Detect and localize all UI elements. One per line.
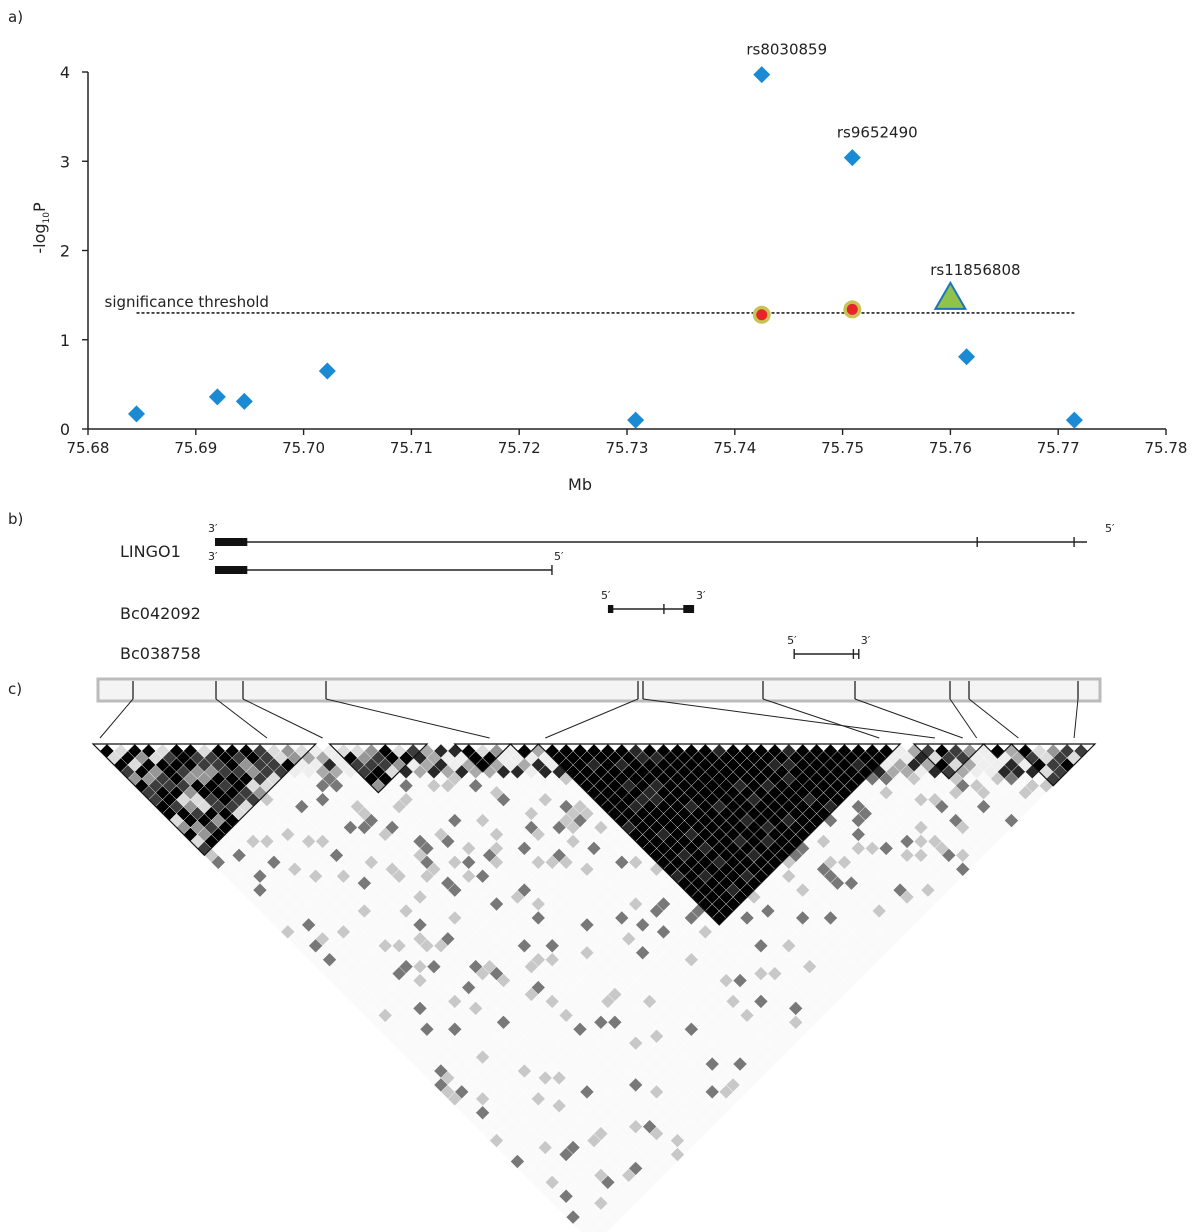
strand-end-label: 3′	[208, 550, 218, 563]
exon-block	[215, 566, 248, 574]
association-plot: 75.68 75.69 75.70 75.71 75.72 75.73 75.74 75.75…	[30, 41, 1187, 494]
snp-connector	[215, 698, 268, 739]
snp-label: rs8030859	[746, 41, 827, 59]
strand-end-label: 3′	[208, 522, 218, 535]
diamond-point	[1065, 411, 1083, 429]
strand-end-label: 5′	[787, 634, 797, 647]
x-tick-label: 75.76	[929, 439, 972, 457]
snp-connector	[242, 698, 323, 739]
x-tick-label: 75.77	[1037, 439, 1080, 457]
haplotype-block-outline	[91, 743, 318, 857]
haplotype-block-outline	[536, 743, 902, 926]
diamond-point	[208, 388, 226, 406]
snp-connector	[1073, 698, 1079, 739]
gene-name: LINGO1	[120, 542, 181, 561]
snp-bar	[96, 677, 1102, 703]
x-tick-label: 75.72	[498, 439, 541, 457]
snp-label: rs11856808	[930, 261, 1020, 279]
snp-label: rs9652490	[837, 124, 918, 142]
snp-connector	[949, 698, 978, 739]
snp-connector	[854, 698, 963, 739]
strand-end-label: 5′	[1105, 522, 1115, 535]
haplotype-block-outline	[509, 743, 540, 759]
strand-end-label: 3′	[861, 634, 871, 647]
exon-block	[215, 538, 248, 546]
haplotype-block-outline	[328, 743, 429, 794]
haplotype-block-outline	[982, 743, 1013, 759]
y-tick-label: 1	[60, 331, 70, 350]
significance-threshold-label: significance threshold	[105, 293, 269, 311]
y-axis-label: -log10P	[30, 202, 52, 254]
exon-block	[683, 605, 695, 613]
axis-ticks: 75.68 75.69 75.70 75.71 75.72 75.73 75.74 75.75…	[60, 63, 1188, 457]
haplotype-block-outline	[912, 743, 986, 780]
x-tick-label: 75.78	[1145, 439, 1188, 457]
x-tick-label: 75.70	[282, 439, 325, 457]
gene-tracks: LINGO1 3′ 5′ 3′ 5′ Bc042092 5′ 3′ Bc038758 5′ 3′	[120, 522, 1115, 663]
diamond-point	[128, 405, 146, 423]
triangle-point	[933, 280, 968, 310]
y-tick-label: 4	[60, 63, 70, 82]
haplotype-block-outline	[453, 743, 512, 773]
snp-connector	[545, 698, 639, 739]
x-tick-label: 75.69	[174, 439, 217, 457]
x-tick-label: 75.74	[713, 439, 756, 457]
x-tick-label: 75.75	[821, 439, 864, 457]
diamond-point	[958, 348, 976, 366]
snp-connector	[968, 698, 1019, 739]
panel-label-c: c)	[8, 680, 22, 698]
strand-end-label: 5′	[554, 550, 564, 563]
y-tick-label: 2	[60, 242, 70, 261]
panel-label-a: a)	[8, 8, 23, 26]
gene-name: Bc038758	[120, 644, 201, 663]
diamond-point	[627, 411, 645, 429]
circle-point	[756, 309, 768, 321]
exon-block	[607, 605, 614, 613]
haplotype-block-outlines	[91, 743, 1097, 926]
snp-connector	[762, 698, 880, 739]
x-tick-label: 75.71	[390, 439, 433, 457]
x-tick-label: 75.73	[606, 439, 649, 457]
snp-connector	[642, 698, 935, 739]
y-tick-label: 0	[60, 420, 70, 439]
diamond-point	[753, 66, 771, 84]
panel-label-b: b)	[8, 510, 23, 528]
haplotype-block-outline	[1010, 743, 1097, 787]
circle-point	[846, 303, 858, 315]
ld-heatmap-cells	[99, 743, 1089, 1232]
strand-end-label: 5′	[601, 589, 611, 602]
gene-name: Bc042092	[120, 604, 201, 623]
strand-end-label: 3′	[696, 589, 706, 602]
diamond-point	[235, 392, 253, 410]
y-tick-label: 3	[60, 152, 70, 171]
diamond-point	[843, 149, 861, 167]
data-points: rs8030859 rs9652490 rs11856808	[128, 41, 1083, 429]
x-axis-label: Mb	[568, 475, 592, 494]
diamond-point	[318, 362, 336, 380]
x-tick-label: 75.68	[67, 439, 110, 457]
snp-connector	[325, 698, 490, 739]
ld-plot	[91, 677, 1102, 1232]
snp-connector	[99, 698, 134, 739]
snp-position-bar	[96, 677, 1102, 739]
